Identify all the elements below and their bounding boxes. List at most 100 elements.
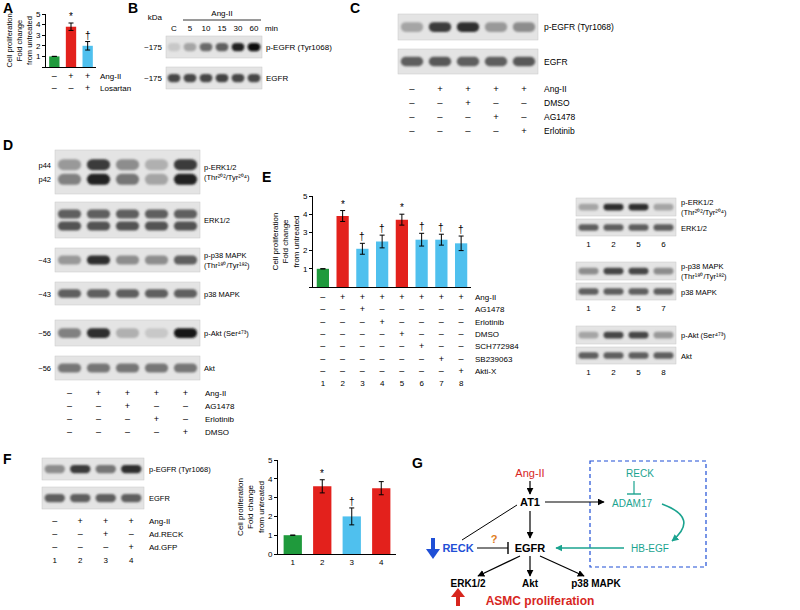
svg-text:p-p38 MAPK: p-p38 MAPK [204,251,247,260]
svg-text:–: – [340,354,345,364]
svg-text:F: F [3,451,12,467]
svg-text:AG1478: AG1478 [544,112,575,122]
svg-text:ERK1/2: ERK1/2 [681,224,707,233]
svg-text:–: – [78,529,83,539]
svg-text:–: – [409,97,415,108]
svg-text:–: – [67,401,72,411]
svg-text:Ang-II: Ang-II [544,84,567,94]
svg-text:1: 1 [268,531,273,540]
svg-text:DMSO: DMSO [544,98,570,108]
svg-text:(Thr²⁰²/Tyr²⁰⁴): (Thr²⁰²/Tyr²⁰⁴) [204,173,250,182]
svg-text:AT1: AT1 [520,496,540,508]
svg-text:8: 8 [661,368,666,377]
svg-text:–: – [360,317,365,327]
svg-text:Akt: Akt [522,578,539,589]
svg-text:7: 7 [661,304,666,313]
svg-text:–: – [52,71,57,81]
svg-text:–: – [439,366,444,376]
svg-text:–: – [320,329,325,339]
svg-text:p-EGFR (Tyr1068): p-EGFR (Tyr1068) [544,22,614,32]
svg-text:+: + [154,414,159,424]
svg-text:–: – [125,414,130,424]
svg-text:–: – [103,542,108,552]
svg-text:+: + [379,317,384,327]
svg-text:–: – [340,317,345,327]
svg-text:–: – [320,317,325,327]
svg-text:Cell proliferationFold changef: Cell proliferationFold changefrom untrea… [271,213,301,271]
svg-text:*: * [320,468,324,479]
svg-text:–: – [154,401,159,411]
svg-text:+: + [493,83,499,94]
svg-text:–: – [380,304,385,314]
svg-text:+: + [493,111,499,122]
svg-text:~56: ~56 [38,329,51,338]
svg-text:†: † [349,496,355,507]
svg-text:+: + [521,125,527,136]
svg-text:p-Akt (Ser⁴⁷³): p-Akt (Ser⁴⁷³) [681,331,726,340]
svg-text:–: – [459,354,464,364]
svg-text:Losartan: Losartan [100,84,131,93]
svg-text:–: – [399,317,404,327]
svg-text:+: + [439,292,444,302]
svg-text:p-EGFR (Tyr1068): p-EGFR (Tyr1068) [266,43,332,52]
svg-text:–: – [419,317,424,327]
svg-text:–: – [340,341,345,351]
svg-text:15: 15 [218,24,227,33]
svg-text:†: † [458,224,464,235]
svg-text:†: † [419,221,425,232]
svg-text:5: 5 [303,192,308,201]
svg-text:–: – [493,125,499,136]
svg-text:†: † [359,231,365,242]
svg-text:+: + [183,388,188,398]
svg-text:Akt: Akt [204,364,216,373]
svg-text:Ang-II: Ang-II [205,389,226,398]
svg-text:–: – [493,97,499,108]
svg-text:Cell proliferationFold changef: Cell proliferationFold changefrom untrea… [236,478,266,536]
svg-text:+: + [439,354,444,364]
svg-text:–: – [399,366,404,376]
svg-text:–: – [380,341,385,351]
svg-text:Ad.RECK: Ad.RECK [149,530,184,539]
svg-text:?: ? [491,533,498,545]
svg-text:p38 MAPK: p38 MAPK [681,288,717,297]
svg-text:+: + [340,292,345,302]
svg-text:–: – [360,366,365,376]
svg-text:p38 MAPK: p38 MAPK [204,290,240,299]
svg-text:+: + [129,516,134,526]
svg-text:~56: ~56 [38,364,51,373]
svg-text:6: 6 [661,240,666,249]
svg-text:1: 1 [303,265,308,274]
svg-text:2: 2 [340,379,345,388]
svg-text:–: – [409,83,415,94]
svg-text:ASMC proliferation: ASMC proliferation [486,594,595,608]
svg-text:–: – [459,317,464,327]
svg-text:1: 1 [586,304,591,313]
svg-text:2: 2 [268,512,273,521]
svg-text:–: – [360,341,365,351]
svg-text:+: + [103,529,108,539]
svg-text:SCH772984: SCH772984 [475,342,519,351]
svg-text:+: + [78,516,83,526]
svg-text:–: – [419,366,424,376]
svg-text:–: – [96,401,101,411]
svg-text:1: 1 [321,379,326,388]
svg-text:p-p38 MAPK: p-p38 MAPK [681,262,724,271]
svg-text:EGFR: EGFR [515,542,546,554]
svg-text:DMSO: DMSO [205,428,229,437]
svg-text:–: – [521,97,527,108]
svg-text:3: 3 [360,379,365,388]
svg-text:–: – [521,111,527,122]
svg-text:*: * [69,11,73,22]
svg-text:–: – [419,304,424,314]
svg-text:+: + [399,329,404,339]
svg-text:–: – [380,366,385,376]
svg-text:4: 4 [268,475,273,484]
svg-text:–: – [96,427,101,437]
svg-text:~175: ~175 [144,74,163,83]
svg-text:(Thr¹⁸⁰/Tyr¹⁸²): (Thr¹⁸⁰/Tyr¹⁸²) [681,272,727,281]
svg-text:p44: p44 [38,161,51,170]
svg-text:+: + [129,542,134,552]
svg-text:8: 8 [459,379,464,388]
svg-text:*: * [341,199,345,210]
svg-text:–: – [183,414,188,424]
